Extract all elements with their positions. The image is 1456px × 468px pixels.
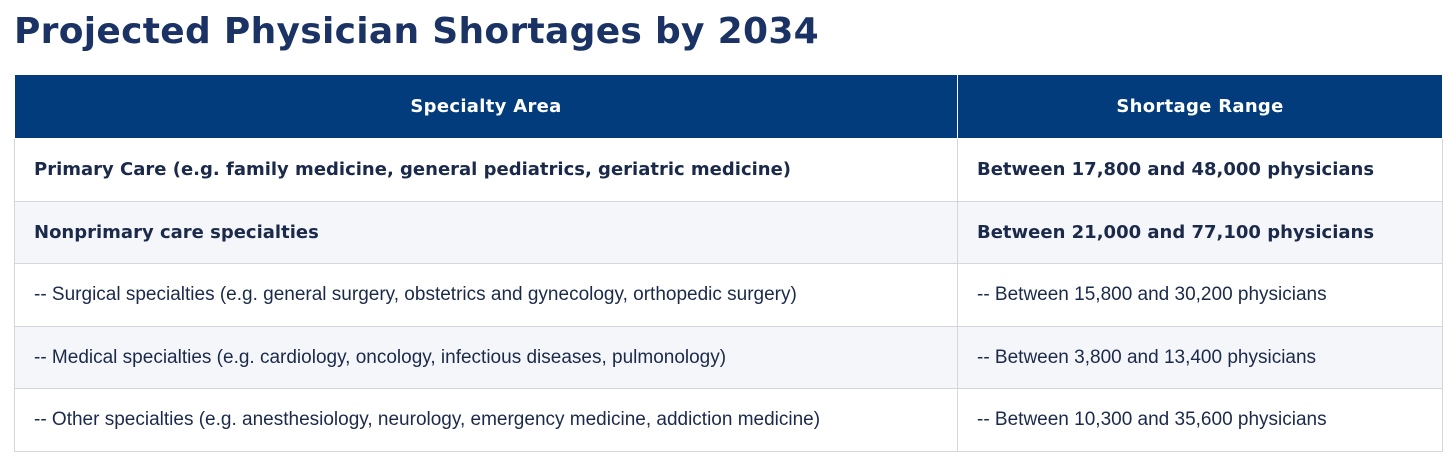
specialty-cell: Nonprimary care specialties <box>14 200 958 265</box>
header-specialty-area: Specialty Area <box>14 74 958 139</box>
header-shortage-range: Shortage Range <box>957 74 1443 139</box>
specialty-cell: -- Surgical specialties (e.g. general su… <box>14 263 958 327</box>
table-row-nonprimary-care: Nonprimary care specialties Between 21,0… <box>14 200 1443 265</box>
range-cell: -- Between 15,800 and 30,200 physicians <box>957 263 1443 327</box>
specialty-cell: -- Medical specialties (e.g. cardiology,… <box>14 325 958 390</box>
shortage-table: Specialty Area Shortage Range Primary Ca… <box>14 74 1443 452</box>
specialty-cell: Primary Care (e.g. family medicine, gene… <box>14 138 958 202</box>
range-cell: Between 21,000 and 77,100 physicians <box>957 200 1443 265</box>
table-row-surgical: -- Surgical specialties (e.g. general su… <box>14 263 1443 327</box>
range-cell: Between 17,800 and 48,000 physicians <box>957 138 1443 202</box>
range-cell: -- Between 3,800 and 13,400 physicians <box>957 325 1443 390</box>
page-title: Projected Physician Shortages by 2034 <box>14 11 820 52</box>
header-row: Specialty Area Shortage Range <box>14 74 1443 139</box>
specialty-cell: -- Other specialties (e.g. anesthesiolog… <box>14 388 958 452</box>
table-body: Primary Care (e.g. family medicine, gene… <box>14 138 1443 452</box>
range-cell: -- Between 10,300 and 35,600 physicians <box>957 388 1443 452</box>
table-row-other: -- Other specialties (e.g. anesthesiolog… <box>14 388 1443 452</box>
table-header: Specialty Area Shortage Range <box>14 74 1443 139</box>
table-row-primary-care: Primary Care (e.g. family medicine, gene… <box>14 138 1443 202</box>
table-row-medical: -- Medical specialties (e.g. cardiology,… <box>14 325 1443 390</box>
